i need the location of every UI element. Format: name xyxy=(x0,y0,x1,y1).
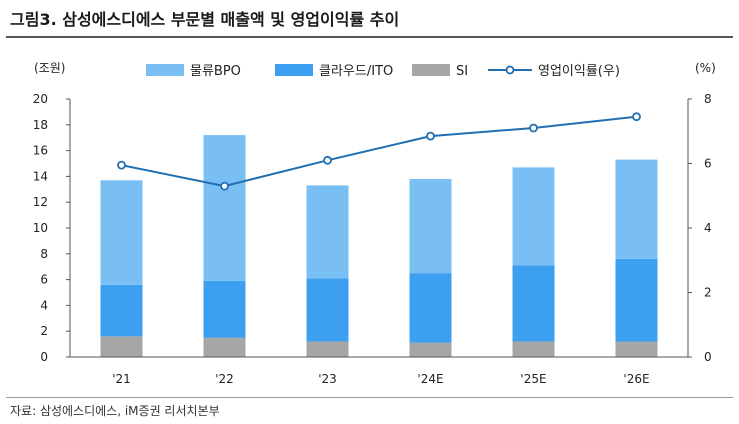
bar-클라우드/ITO-'22 xyxy=(203,280,246,338)
bar-물류BPO-'26E xyxy=(615,159,658,259)
left-tick-label: 4 xyxy=(40,298,48,312)
left-tick-label: 12 xyxy=(33,195,48,209)
legend-label-물류BPO: 물류BPO xyxy=(190,64,241,79)
legend-label-영업이익률(우): 영업이익률(우) xyxy=(538,64,620,79)
bar-물류BPO-'24E xyxy=(409,179,452,274)
axes: 0 2 4 6 8 10 12 14 16 18 20 0 2 4 6 8 '21 '22 '23 '24E '25E '… xyxy=(33,61,716,386)
right-tick-label: 8 xyxy=(704,92,712,106)
chart-title: 그림3. 삼성에스디에스 부문별 매출액 및 영업이익률 추이 xyxy=(10,10,400,29)
margin-point-'22 xyxy=(220,181,229,191)
x-tick-label: '23 xyxy=(318,372,337,386)
legend-swatch-SI xyxy=(412,64,450,76)
margin-point-'21 xyxy=(117,160,126,170)
legend-label-SI: SI xyxy=(456,64,468,79)
legend-label-클라우드/ITO: 클라우드/ITO xyxy=(319,64,393,79)
source-rule xyxy=(6,397,733,398)
bar-SI-'22 xyxy=(203,337,246,357)
margin-point-'24E xyxy=(426,131,435,141)
margin-line-path xyxy=(121,115,637,188)
left-tick-label: 18 xyxy=(33,118,48,132)
bar-클라우드/ITO-'25E xyxy=(512,265,555,342)
margin-point-'25E xyxy=(529,123,538,133)
legend-swatch-marker xyxy=(505,65,515,75)
margin-point-'26E xyxy=(632,112,641,122)
left-tick-label: 0 xyxy=(40,350,48,364)
legend-swatch-물류BPO xyxy=(146,64,184,76)
bars xyxy=(100,135,658,357)
bar-클라우드/ITO-'26E xyxy=(615,259,658,342)
legend-swatch-클라우드/ITO xyxy=(275,64,313,76)
x-tick-label: '25E xyxy=(520,372,546,386)
right-tick-label: 4 xyxy=(704,221,712,235)
x-tick-label: '24E xyxy=(417,372,443,386)
left-tick-label: 10 xyxy=(33,221,48,235)
left-tick-label: 16 xyxy=(33,144,48,158)
left-tick-label: 6 xyxy=(40,273,48,287)
left-tick-label: 8 xyxy=(40,247,48,261)
bar-클라우드/ITO-'23 xyxy=(306,278,349,342)
bar-클라우드/ITO-'24E xyxy=(409,273,452,343)
right-tick-label: 2 xyxy=(704,286,712,300)
left-tick-label: 14 xyxy=(33,169,48,183)
left-tick-label: 2 xyxy=(40,324,48,338)
bar-SI-'25E xyxy=(512,341,555,357)
bar-SI-'23 xyxy=(306,341,349,357)
bar-SI-'21 xyxy=(100,336,143,357)
x-tick-label: '26E xyxy=(623,372,649,386)
source-note: 자료: 삼성에스디에스, iM증권 리서치본부 xyxy=(10,404,220,418)
bar-클라우드/ITO-'21 xyxy=(100,284,143,337)
left-tick-label: 20 xyxy=(33,92,48,106)
legend: 물류BPO 클라우드/ITO SI 영업이익률(우) xyxy=(146,64,620,79)
margin-point-'23 xyxy=(323,155,332,165)
bar-SI-'24E xyxy=(409,342,452,357)
right-tick-label: 0 xyxy=(704,350,712,364)
x-tick-label: '21 xyxy=(112,372,131,386)
title-rule xyxy=(6,36,733,38)
bar-물류BPO-'22 xyxy=(203,135,246,281)
right-tick-label: 6 xyxy=(704,157,712,171)
x-tick-label: '22 xyxy=(215,372,234,386)
left-axis-unit: (조원) xyxy=(34,61,65,75)
bar-물류BPO-'21 xyxy=(100,180,143,285)
bar-물류BPO-'25E xyxy=(512,167,555,266)
bar-물류BPO-'23 xyxy=(306,185,349,279)
margin-line xyxy=(117,112,641,191)
chart-area: 물류BPO 클라우드/ITO SI 영업이익률(우) 0 2 4 6 8 10 12 14 16 18 2… xyxy=(33,61,716,386)
bar-SI-'26E xyxy=(615,341,658,357)
right-axis-unit: (%) xyxy=(695,61,716,75)
